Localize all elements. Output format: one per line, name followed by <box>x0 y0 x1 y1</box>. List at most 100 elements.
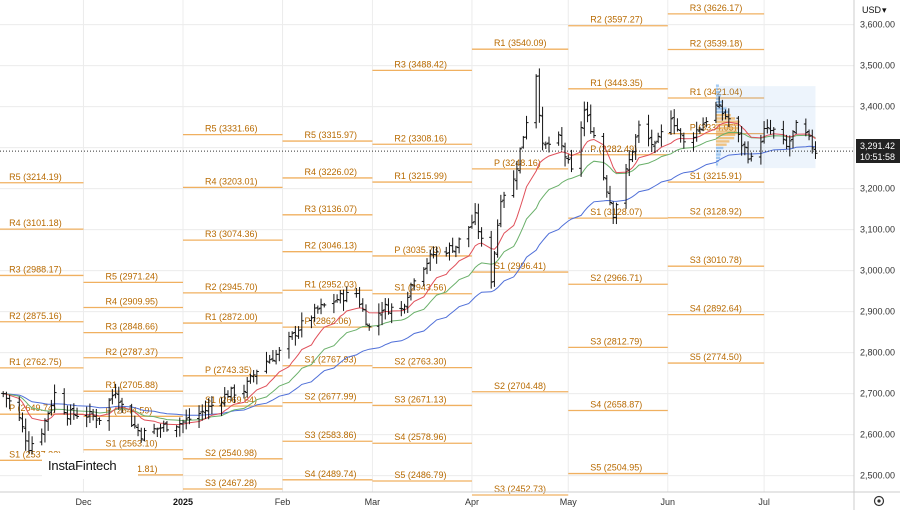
ma-mid-line <box>3 131 816 422</box>
candle <box>277 347 282 362</box>
pivot-label: S1 (2537.33) <box>9 449 61 459</box>
pivot-label: R4 (3203.01) <box>205 176 258 186</box>
candle <box>771 127 776 139</box>
candle <box>383 298 388 320</box>
candle <box>296 326 301 339</box>
candle <box>495 219 500 258</box>
candle <box>502 191 507 208</box>
candle <box>286 331 291 359</box>
candle <box>659 124 664 147</box>
pivot-label: R3 (2988.17) <box>9 264 62 274</box>
candle <box>511 170 516 198</box>
pivot-label: R5 (3214.19) <box>9 172 62 182</box>
volume-bar <box>715 123 739 127</box>
candle <box>232 384 237 403</box>
pivot-label: R2 (3539.18) <box>690 39 743 49</box>
pivot-label: R2 (2787.37) <box>105 347 158 357</box>
candle <box>187 408 192 425</box>
candle <box>209 396 214 415</box>
pivot-label: R1 (2872.00) <box>205 312 258 322</box>
candle <box>543 141 548 149</box>
candle <box>781 120 786 145</box>
candle <box>315 305 320 314</box>
candle <box>354 287 359 298</box>
volume-bar <box>715 143 727 146</box>
pivot-label: P (3282.49) <box>590 144 637 154</box>
candle <box>389 303 394 324</box>
candle <box>139 427 144 443</box>
candle <box>524 115 529 140</box>
pivot-label: R5 (2971.24) <box>105 271 158 281</box>
candle <box>84 406 89 428</box>
candle <box>646 114 651 147</box>
candle <box>110 389 115 405</box>
candle <box>704 117 709 128</box>
candle <box>726 108 731 127</box>
candle <box>582 101 587 137</box>
candle <box>71 403 76 420</box>
candle <box>479 227 484 247</box>
volume-bar <box>715 107 727 110</box>
candle <box>17 396 22 422</box>
y-tick-label: 3,200.00 <box>860 184 895 194</box>
pivot-label: R2 (3308.16) <box>394 133 447 143</box>
candle <box>749 152 754 162</box>
pivot-label: R1 (2952.03) <box>305 279 358 289</box>
y-tick-label: 3,100.00 <box>860 225 895 235</box>
countdown-text: 10:51:58 <box>860 152 895 162</box>
candle <box>132 415 137 429</box>
candle <box>736 116 741 143</box>
candle <box>184 409 189 430</box>
candle <box>534 74 539 129</box>
volume-bar <box>715 94 721 97</box>
candle <box>585 101 590 123</box>
candle <box>450 237 455 253</box>
candle <box>62 388 67 415</box>
candle <box>489 230 494 289</box>
candle <box>412 278 417 291</box>
candle <box>116 386 121 410</box>
pivot-label: R2 (2875.16) <box>9 311 62 321</box>
candle <box>476 203 481 240</box>
x-tick-label: Dec <box>75 497 92 507</box>
pivot-label: P (3035.73) <box>394 245 441 255</box>
x-tick-label: Jun <box>661 497 676 507</box>
pivot-label: S5 (2504.95) <box>590 463 642 473</box>
volume-bar <box>715 130 737 133</box>
volume-bar <box>715 140 730 143</box>
y-tick-label: 2,800.00 <box>860 348 895 358</box>
volume-bar <box>715 136 735 140</box>
candle <box>129 403 134 427</box>
y-tick-label: 3,500.00 <box>860 61 895 71</box>
candle <box>498 194 503 228</box>
candle <box>68 404 73 425</box>
candle <box>649 129 654 153</box>
pivot-label: S1 (2767.93) <box>305 355 357 365</box>
candle <box>408 282 413 301</box>
candle <box>563 142 568 167</box>
candle <box>344 286 349 303</box>
candle <box>94 408 99 429</box>
pivot-label: R3 (3074.36) <box>205 229 258 239</box>
candle <box>521 135 526 149</box>
candle <box>697 126 702 134</box>
volume-bar <box>715 113 731 117</box>
pivot-label: S4 (2892.64) <box>690 304 742 314</box>
candle <box>608 185 612 206</box>
candle <box>120 397 124 414</box>
volume-bar <box>715 153 721 156</box>
currency-label[interactable]: USD ▾ <box>862 5 887 15</box>
candle <box>364 304 368 326</box>
x-tick-label: Feb <box>275 497 291 507</box>
logo: InstaFintech <box>42 453 138 479</box>
pivot-label: R5 (3331.66) <box>205 124 258 134</box>
settings-icon[interactable] <box>873 495 885 507</box>
candle <box>444 246 449 257</box>
pivot-label: S2 (2763.30) <box>394 357 446 367</box>
ma-slow-line <box>3 145 816 416</box>
current-price-text: 3,291.42 <box>860 141 895 151</box>
candles <box>1 68 818 455</box>
candle <box>46 411 51 431</box>
pivot-label: R1 (2762.75) <box>9 357 62 367</box>
